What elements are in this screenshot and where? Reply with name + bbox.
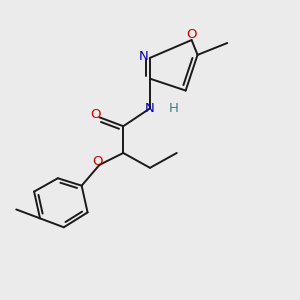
Text: N: N <box>139 50 148 63</box>
Text: H: H <box>169 102 179 115</box>
Text: N: N <box>145 102 155 115</box>
Text: O: O <box>186 28 197 41</box>
Text: O: O <box>90 108 100 121</box>
Text: O: O <box>93 155 103 168</box>
